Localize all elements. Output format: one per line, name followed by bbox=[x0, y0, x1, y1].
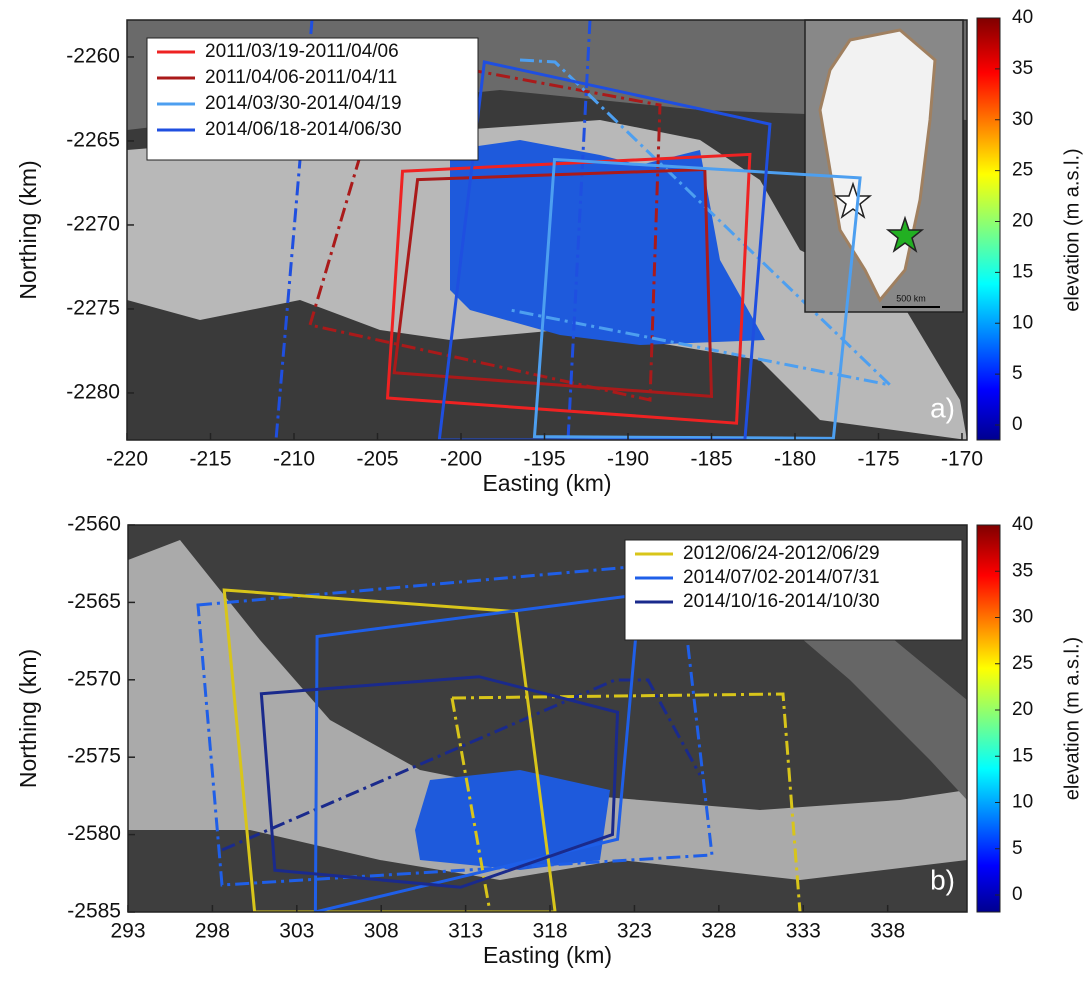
inset-map: 500 km bbox=[805, 20, 963, 312]
x-tick-label: 313 bbox=[448, 920, 483, 943]
colorbar-tick-label: 10 bbox=[1012, 312, 1033, 333]
x-axis-label: Easting (km) bbox=[482, 470, 611, 496]
y-tick-label: -2560 bbox=[67, 513, 121, 536]
x-tick-label: -210 bbox=[273, 448, 315, 471]
colorbar bbox=[977, 525, 1000, 912]
colorbar-tick-label: 20 bbox=[1012, 211, 1033, 232]
legend-label: 2011/04/06-2011/04/11 bbox=[205, 67, 397, 88]
legend-label: 2014/10/16-2014/10/30 bbox=[683, 591, 880, 612]
y-tick-label: -2580 bbox=[67, 822, 121, 845]
colorbar-label: elevation (m a.s.l.) bbox=[1061, 637, 1083, 800]
y-tick-label: -2275 bbox=[66, 297, 120, 320]
colorbar-tick-label: 40 bbox=[1012, 514, 1033, 535]
x-tick-label: 323 bbox=[617, 920, 652, 943]
colorbar-tick-label: 20 bbox=[1012, 699, 1033, 720]
x-tick-label: -205 bbox=[356, 448, 398, 471]
x-tick-label: 333 bbox=[786, 920, 821, 943]
x-tick-label: 338 bbox=[870, 920, 905, 943]
panel-label: a) bbox=[930, 392, 955, 423]
legend-label: 2014/03/30-2014/04/19 bbox=[205, 93, 402, 114]
colorbar-label: elevation (m a.s.l.) bbox=[1061, 148, 1083, 311]
y-tick-label: -2280 bbox=[66, 381, 120, 404]
colorbar-tick-label: 30 bbox=[1012, 607, 1033, 628]
x-tick-label: -180 bbox=[774, 448, 816, 471]
colorbar-tick-label: 15 bbox=[1012, 745, 1033, 766]
y-tick-label: -2265 bbox=[66, 129, 120, 152]
colorbar-tick-label: 25 bbox=[1012, 653, 1033, 674]
colorbar bbox=[977, 18, 1000, 440]
panel-label: b) bbox=[930, 864, 955, 895]
colorbar-tick-label: 35 bbox=[1012, 58, 1033, 79]
x-tick-label: 293 bbox=[110, 920, 145, 943]
figure: 500 km -220 -215 -210 -205 -200 -195 -190 -185 -… bbox=[0, 0, 1086, 1006]
y-tick-label: -2270 bbox=[66, 213, 120, 236]
colorbar-tick-label: 5 bbox=[1012, 838, 1023, 859]
colorbar-tick-label: 25 bbox=[1012, 160, 1033, 181]
legend-label: 2014/07/02-2014/07/31 bbox=[683, 567, 880, 588]
x-tick-label: 298 bbox=[195, 920, 230, 943]
y-tick-label: -2585 bbox=[67, 900, 121, 923]
x-tick-label: -200 bbox=[440, 448, 482, 471]
x-tick-label: -215 bbox=[189, 448, 231, 471]
x-tick-label: -190 bbox=[607, 448, 649, 471]
colorbar-tick-label: 35 bbox=[1012, 560, 1033, 581]
x-tick-label: 318 bbox=[533, 920, 568, 943]
colorbar-tick-label: 30 bbox=[1012, 109, 1033, 130]
y-tick-label: -2575 bbox=[67, 745, 121, 768]
y-tick-label: -2260 bbox=[66, 45, 120, 68]
y-axis-label: Northing (km) bbox=[15, 649, 41, 788]
x-tick-label: 308 bbox=[364, 920, 399, 943]
y-tick-label: -2570 bbox=[67, 667, 121, 690]
x-tick-label: -195 bbox=[523, 448, 565, 471]
x-tick-label: -175 bbox=[857, 448, 899, 471]
y-tick-label: -2565 bbox=[67, 590, 121, 613]
legend-label: 2011/03/19-2011/04/06 bbox=[205, 41, 399, 62]
x-tick-label: 328 bbox=[701, 920, 736, 943]
colorbar-tick-label: 0 bbox=[1012, 414, 1023, 435]
y-axis-label: Northing (km) bbox=[15, 160, 41, 299]
legend-label: 2014/06/18-2014/06/30 bbox=[205, 119, 402, 140]
x-tick-label: -220 bbox=[106, 448, 148, 471]
colorbar-tick-label: 5 bbox=[1012, 363, 1023, 384]
x-axis-label: Easting (km) bbox=[483, 942, 612, 968]
colorbar-tick-label: 10 bbox=[1012, 792, 1033, 813]
legend-label: 2012/06/24-2012/06/29 bbox=[683, 543, 880, 564]
x-tick-label: -170 bbox=[941, 448, 983, 471]
colorbar-tick-label: 40 bbox=[1012, 7, 1033, 28]
colorbar-tick-label: 0 bbox=[1012, 884, 1023, 905]
x-tick-label: -185 bbox=[690, 448, 732, 471]
colorbar-tick-label: 15 bbox=[1012, 261, 1033, 282]
scale-label: 500 km bbox=[896, 293, 926, 303]
x-tick-label: 303 bbox=[279, 920, 314, 943]
